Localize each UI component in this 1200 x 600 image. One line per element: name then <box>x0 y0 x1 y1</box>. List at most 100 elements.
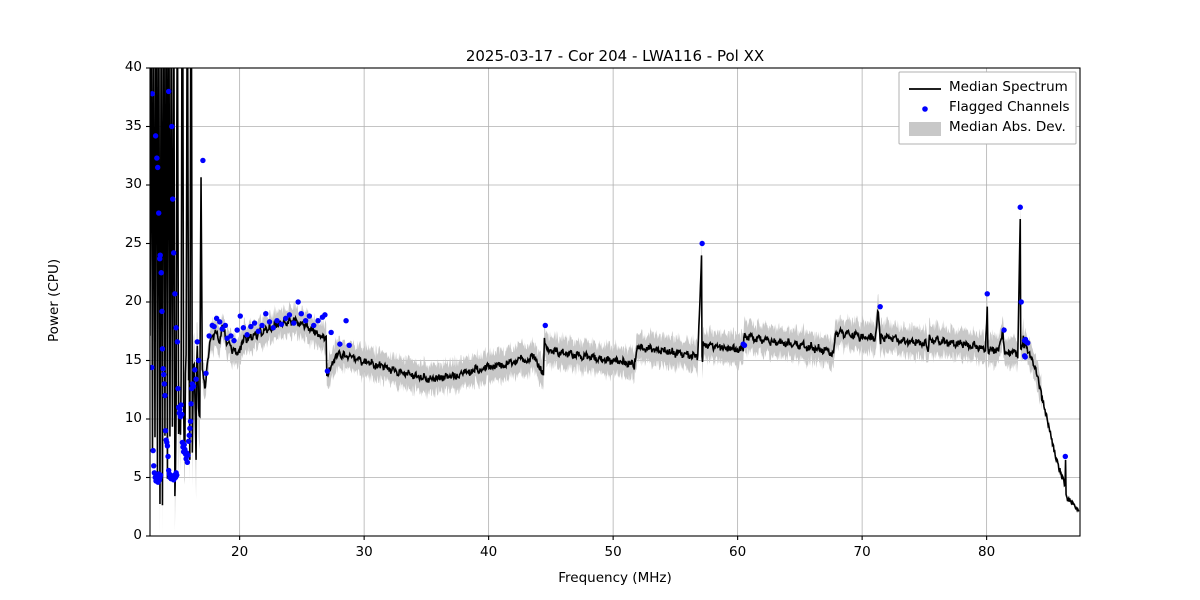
flagged-channel-point <box>165 453 171 460</box>
legend-swatch-marker <box>922 106 928 112</box>
flagged-channel-point <box>237 313 243 319</box>
flagged-channel-point <box>1017 204 1023 210</box>
flagged-channel-point <box>152 133 159 139</box>
flagged-channel-point <box>175 385 181 392</box>
flagged-channel-point <box>185 438 192 444</box>
flagged-channel-point <box>173 325 179 331</box>
flagged-channel-point <box>190 383 197 389</box>
flagged-channel-point <box>187 418 194 425</box>
flagged-channel-point <box>337 341 343 347</box>
flagged-channel-point <box>157 472 164 478</box>
flagged-channel-point <box>248 323 254 330</box>
flagged-channel-point <box>291 320 297 326</box>
flagged-channel-point <box>222 322 229 329</box>
flagged-channel-point <box>187 425 193 432</box>
flagged-channel-point <box>234 327 240 333</box>
flagged-channel-point <box>219 326 225 332</box>
flagged-channel-point <box>164 443 171 449</box>
flagged-channel-point <box>1025 340 1031 346</box>
flagged-channel-point <box>157 252 163 258</box>
flagged-channel-point <box>259 322 265 329</box>
flagged-channel-point <box>169 196 176 202</box>
legend-swatch-patch <box>909 122 941 136</box>
flagged-channel-point <box>200 157 206 164</box>
flagged-channel-point <box>1001 327 1007 333</box>
flagged-channel-point <box>159 346 166 352</box>
flagged-channel-point <box>328 329 334 336</box>
flagged-channel-point <box>188 401 194 407</box>
flagged-channel-point <box>193 376 199 382</box>
flagged-channel-point <box>185 452 191 458</box>
flagged-channel-point <box>194 339 201 345</box>
flagged-channel-point <box>160 365 166 372</box>
flagged-channel-point <box>177 406 183 413</box>
flagged-channel-point <box>263 310 269 317</box>
flagged-channel-point <box>211 323 217 330</box>
flagged-channel-point <box>179 411 185 418</box>
flagged-channel-point <box>195 357 202 364</box>
flagged-channel-point <box>174 472 180 478</box>
flagged-channel-point <box>322 312 328 318</box>
flagged-channel-point <box>150 91 155 97</box>
flagged-channel-point <box>324 368 331 374</box>
flagged-channel-point <box>306 313 313 319</box>
flagged-channel-point <box>1022 354 1028 360</box>
flagged-channel-point <box>162 427 169 434</box>
flagged-channel-point <box>186 432 192 439</box>
flagged-channel-point <box>286 312 293 318</box>
flagged-channel-point <box>206 333 212 339</box>
flagged-channel-point <box>315 318 321 324</box>
flagged-channel-point <box>228 333 234 339</box>
flagged-channel-point <box>213 315 220 322</box>
flagged-channel-point <box>343 318 349 324</box>
flagged-channel-point <box>278 321 285 327</box>
flagged-channel-point <box>295 299 301 305</box>
flagged-channel-point <box>172 291 178 297</box>
flagged-channel-point <box>192 367 198 373</box>
flagged-channel-point <box>165 88 172 95</box>
flagged-channel-point <box>162 392 168 399</box>
flagged-channel-point <box>1018 299 1024 305</box>
flagged-channel-point <box>311 322 317 329</box>
flagged-channel-point <box>160 371 167 378</box>
flagged-channel-point <box>1062 453 1069 460</box>
flagged-channel-point <box>244 332 250 338</box>
flagged-channels-group <box>150 88 1069 485</box>
flagged-channel-point <box>161 381 168 387</box>
flagged-channel-point <box>302 318 309 324</box>
flagged-channel-point <box>217 319 223 325</box>
flagged-channel-point <box>154 155 160 161</box>
flagged-channel-point <box>158 270 164 276</box>
flagged-channel-point <box>255 328 262 334</box>
flagged-channel-point <box>346 342 352 348</box>
legend-box <box>898 71 1077 145</box>
flagged-channel-point <box>266 319 273 325</box>
flagged-channel-point <box>877 303 883 310</box>
flagged-channel-point <box>274 318 280 324</box>
flagged-channel-point <box>150 364 155 371</box>
flagged-channel-point <box>181 442 187 448</box>
flagged-channel-point <box>169 123 175 130</box>
flagged-channel-point <box>240 325 247 331</box>
flagged-channel-point <box>270 325 276 331</box>
flagged-channel-point <box>151 470 158 476</box>
tick-marks <box>146 67 988 540</box>
flagged-channel-point <box>184 459 191 465</box>
flagged-channel-point <box>699 240 705 247</box>
flagged-channel-point <box>174 339 181 345</box>
flagged-channel-point <box>151 463 157 469</box>
flagged-channel-point <box>178 402 184 408</box>
flagged-channel-point <box>231 337 237 344</box>
median-spectrum-line <box>150 68 1080 513</box>
flagged-channel-point <box>251 320 258 326</box>
flagged-channel-point <box>150 447 156 454</box>
flagged-channel-point <box>741 342 748 348</box>
flagged-channel-point <box>984 291 990 297</box>
flagged-channel-point <box>203 370 209 377</box>
flagged-channel-point <box>170 250 177 256</box>
flagged-channel-point <box>282 315 289 322</box>
flagged-channel-point <box>298 310 304 317</box>
flagged-channel-point <box>156 210 162 216</box>
